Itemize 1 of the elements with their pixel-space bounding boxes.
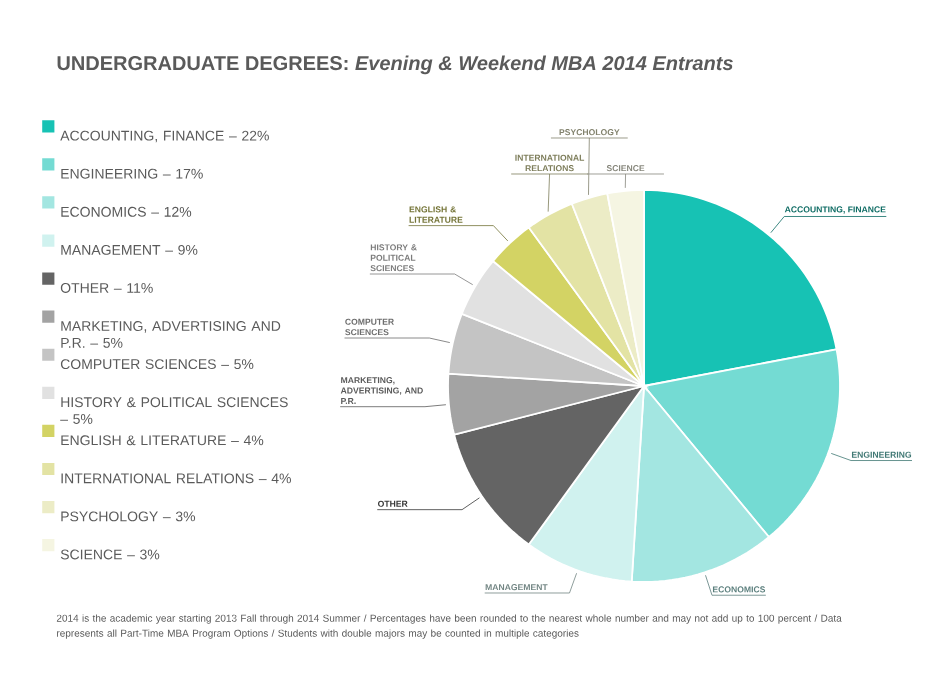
chart-title: UNDERGRADUATE DEGREES: Evening & Weekend MBA 2014 Entrants [57,55,733,75]
